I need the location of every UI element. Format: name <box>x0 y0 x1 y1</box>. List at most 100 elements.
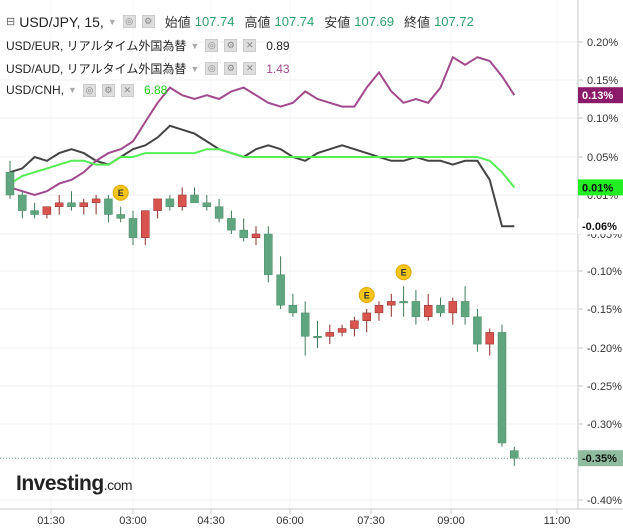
open-label: 始値 <box>164 15 191 30</box>
candle-body <box>387 301 396 306</box>
price-axis[interactable]: 0.20%0.15%0.10%0.05%0.01%-0.05%-0.10%-0.… <box>578 37 622 507</box>
settings-icon[interactable]: ⚙ <box>101 83 115 97</box>
y-tick-label: 0.05% <box>587 152 618 164</box>
candle-body <box>104 198 113 215</box>
candle <box>362 309 371 333</box>
candle <box>42 206 52 219</box>
candle <box>460 286 470 325</box>
candle <box>190 187 199 204</box>
chevron-down-icon[interactable]: ▼ <box>190 63 200 74</box>
last-value-labels: 0.13% 0.01% -0.06% -0.35% <box>0 87 623 467</box>
close-label: 終値 <box>404 15 431 30</box>
logo-suffix: .com <box>103 477 133 493</box>
candle <box>423 293 433 321</box>
series-line-usd-eur <box>9 124 515 228</box>
candles <box>5 160 519 466</box>
candle <box>91 195 101 215</box>
legend-main-symbol: USD/JPY, 15, <box>19 13 104 30</box>
legend-overlay-cnh[interactable]: USD/CNH, ▼ ◎ ⚙ ✕ 6.88 <box>6 83 167 97</box>
candle-body <box>423 304 433 318</box>
candle <box>18 191 27 219</box>
candle-body <box>165 198 175 207</box>
candle-body <box>239 229 248 238</box>
visibility-icon[interactable]: ◎ <box>82 83 96 97</box>
candle-body <box>141 210 150 238</box>
chevron-down-icon[interactable]: ▼ <box>68 85 77 95</box>
legend-main[interactable]: ⊟ USD/JPY, 15, ▼ ◎ ⚙ 始値 107.74 高値 107.74… <box>6 12 474 31</box>
candle <box>350 316 359 337</box>
candle <box>141 210 150 246</box>
candle-body <box>362 312 371 321</box>
candle-body <box>497 332 507 444</box>
last-label-eur: -0.06% <box>578 218 623 235</box>
candle-body <box>448 301 458 314</box>
chevron-down-icon[interactable]: ▼ <box>190 40 200 51</box>
candle-body <box>128 218 138 238</box>
collapse-icon[interactable]: ⊟ <box>6 16 16 28</box>
candle-body <box>214 206 224 219</box>
series-line-usd-aud <box>9 55 516 197</box>
candle <box>177 187 187 211</box>
series-line-usd-cnh <box>9 148 516 189</box>
candle <box>300 301 310 356</box>
candle <box>411 290 421 325</box>
settings-icon[interactable]: ⚙ <box>224 62 238 75</box>
legend-aud-name: USD/AUD, リアルタイム外国為替 <box>6 62 187 76</box>
close-icon[interactable]: ✕ <box>243 62 257 75</box>
high-value: 107.74 <box>274 14 315 29</box>
candle-body <box>473 316 482 345</box>
visibility-icon[interactable]: ◎ <box>205 62 219 75</box>
last-label-cnh: 0.01% <box>578 179 623 196</box>
candle-body <box>153 198 162 211</box>
event-marker: E <box>112 184 129 201</box>
candle <box>497 324 507 447</box>
high-label: 高値 <box>244 15 271 30</box>
last-label-aud: 0.13% <box>578 87 623 104</box>
close-icon[interactable]: ✕ <box>243 39 257 52</box>
candle <box>485 328 494 356</box>
candle-body <box>300 312 310 337</box>
candle <box>399 286 408 317</box>
candle-body <box>116 214 125 219</box>
settings-icon[interactable]: ⚙ <box>141 15 155 28</box>
visibility-icon[interactable]: ◎ <box>122 15 136 28</box>
candle-body <box>42 206 52 215</box>
candle-body <box>190 194 199 204</box>
x-tick-label: 11:00 <box>544 515 571 527</box>
candle <box>5 160 15 199</box>
candle-body <box>67 202 76 207</box>
candle-body <box>350 320 359 329</box>
candle-body <box>288 304 298 314</box>
legend-cnh-name: USD/CNH, <box>6 83 65 97</box>
event-marker-circle <box>112 184 129 201</box>
chevron-down-icon[interactable]: ▼ <box>107 16 117 27</box>
candle-body <box>202 202 212 207</box>
candle <box>337 324 347 337</box>
close-icon[interactable]: ✕ <box>120 83 134 97</box>
legend-overlay-eur[interactable]: USD/EUR, リアルタイム外国為替 ▼ ◎ ⚙ ✕ 0.89 <box>6 37 290 54</box>
candle-body <box>251 233 261 238</box>
candle-body <box>313 336 322 339</box>
candle-body <box>325 332 335 337</box>
candle <box>448 297 458 325</box>
candle <box>251 226 261 246</box>
candle <box>239 218 248 242</box>
settings-icon[interactable]: ⚙ <box>224 39 238 52</box>
x-tick-label: 04:30 <box>197 515 225 527</box>
y-tick-label: -0.40% <box>587 495 622 507</box>
candle <box>325 324 335 345</box>
event-marker: E <box>358 287 375 303</box>
candle <box>165 195 175 211</box>
candle-body <box>91 198 101 204</box>
time-axis[interactable]: 01:30 03:00 04:30 06:00 07:30 09:00 11:00 <box>37 509 570 527</box>
candle-body <box>436 304 445 314</box>
legend-overlay-aud[interactable]: USD/AUD, リアルタイム外国為替 ▼ ◎ ⚙ ✕ 1.43 <box>6 60 290 77</box>
candle-body <box>30 210 39 215</box>
last-label-cnh-text: 0.01% <box>582 182 613 194</box>
visibility-icon[interactable]: ◎ <box>205 39 219 52</box>
event-marker: E <box>395 264 412 281</box>
last-label-jpy-text: -0.35% <box>582 453 617 465</box>
candle <box>374 301 384 321</box>
last-label-eur-text: -0.06% <box>582 221 617 233</box>
